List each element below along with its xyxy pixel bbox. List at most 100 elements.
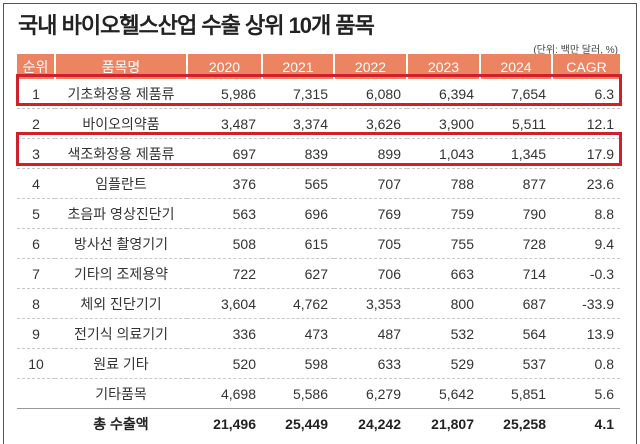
table-row: 1 기초화장용 제품류 5,986 7,315 6,080 6,394 7,654 6.3 [17,79,620,109]
cagr-cell: 13.9 [552,318,620,349]
item-name-cell: 기타의 조제용약 [55,258,187,289]
value-cell: 520 [187,348,262,379]
value-cell: 627 [262,258,334,289]
value-cell: 1,043 [407,138,480,169]
item-name-cell: 기타품목 [55,378,187,409]
value-cell: 706 [334,258,407,289]
item-name-cell: 초음파 영상진단기 [55,198,187,229]
value-cell: 564 [480,318,552,349]
rank-cell: 7 [17,258,55,289]
value-cell: 696 [262,198,334,229]
rank-cell: 9 [17,318,55,349]
value-cell: 3,487 [187,108,262,139]
cagr-cell: 4.1 [552,408,620,438]
value-cell: 877 [480,168,552,199]
item-name-cell: 임플란트 [55,168,187,199]
rank-cell [17,408,55,438]
value-cell: 4,762 [262,288,334,319]
value-cell: 755 [407,228,480,259]
value-cell: 5,586 [262,378,334,409]
rank-cell: 5 [17,198,55,229]
value-cell: 24,242 [334,408,407,438]
item-name-cell: 전기식 의료기기 [55,318,187,349]
value-cell: 25,449 [262,408,334,438]
value-cell: 3,626 [334,108,407,139]
rank-cell: 1 [17,79,55,109]
value-cell: 5,851 [480,378,552,409]
header-row: 순위 품목명 2020 2021 2022 2023 2024 CAGR [17,54,620,79]
value-cell: 376 [187,168,262,199]
value-cell: 697 [187,138,262,169]
rank-cell: 10 [17,348,55,379]
table-row: 기타품목 4,698 5,586 6,279 5,642 5,851 5.6 [17,378,620,409]
value-cell: 769 [334,198,407,229]
cagr-cell: 0.8 [552,348,620,379]
cagr-cell: 17.9 [552,138,620,169]
table-row: 7 기타의 조제용약 722 627 706 663 714 -0.3 [17,258,620,289]
value-cell: 714 [480,258,552,289]
column-header: 2022 [333,54,407,79]
value-cell: 508 [187,228,262,259]
value-cell: 800 [407,288,480,319]
cagr-cell: 5.6 [552,378,620,409]
column-header: 2023 [406,54,480,79]
item-name-cell: 기초화장용 제품류 [55,79,187,109]
value-cell: 5,642 [407,378,480,409]
value-cell: 529 [407,348,480,379]
column-header: 2020 [186,54,262,79]
cagr-cell: 23.6 [552,168,620,199]
value-cell: 3,374 [262,108,334,139]
value-cell: 5,511 [480,108,552,139]
column-header: CAGR [551,54,620,79]
value-cell: 4,698 [187,378,262,409]
table-row: 9 전기식 의료기기 336 473 487 532 564 13.9 [17,318,620,349]
table-row: 8 체외 진단기기 3,604 4,762 3,353 800 687 -33.9 [17,288,620,319]
item-name-cell: 원료 기타 [55,348,187,379]
value-cell: 487 [334,318,407,349]
column-header: 2024 [479,54,552,79]
table-row: 3 색조화장용 제품류 697 839 899 1,043 1,345 17.9 [17,138,620,169]
value-cell: 1,345 [480,138,552,169]
rank-cell: 3 [17,138,55,169]
value-cell: 759 [407,198,480,229]
table-row: 4 임플란트 376 565 707 788 877 23.6 [17,168,620,199]
value-cell: 25,258 [480,408,552,438]
table-row: 10 원료 기타 520 598 633 529 537 0.8 [17,348,620,379]
value-cell: 532 [407,318,480,349]
value-cell: 5,986 [187,79,262,109]
rank-cell [17,378,55,409]
column-header: 2021 [261,54,334,79]
value-cell: 6,394 [407,79,480,109]
value-cell: 3,353 [334,288,407,319]
item-name-cell: 방사선 촬영기기 [55,228,187,259]
value-cell: 728 [480,228,552,259]
cagr-cell: 6.3 [552,79,620,109]
cagr-cell: 12.1 [552,108,620,139]
table-row: 2 바이오의약품 3,487 3,374 3,626 3,900 5,511 12.1 [17,108,620,139]
table-row: 6 방사선 촬영기기 508 615 705 755 728 9.4 [17,228,620,259]
unit-note: (단위: 백만 달러, %) [533,45,618,56]
item-name-cell: 체외 진단기기 [55,288,187,319]
value-cell: 722 [187,258,262,289]
value-cell: 707 [334,168,407,199]
value-cell: 563 [187,198,262,229]
value-cell: 537 [480,348,552,379]
value-cell: 615 [262,228,334,259]
value-cell: 633 [334,348,407,379]
item-name-cell: 총 수출액 [55,408,187,438]
rank-cell: 6 [17,228,55,259]
value-cell: 21,496 [187,408,262,438]
total-row: 총 수출액 21,496 25,449 24,242 21,807 25,258 4.1 [17,408,620,438]
cagr-cell: 9.4 [552,228,620,259]
value-cell: 687 [480,288,552,319]
value-cell: 790 [480,198,552,229]
item-name-cell: 바이오의약품 [55,108,187,139]
cagr-cell: -0.3 [552,258,620,289]
rank-cell: 8 [17,288,55,319]
value-cell: 21,807 [407,408,480,438]
value-cell: 598 [262,348,334,379]
value-cell: 3,604 [187,288,262,319]
value-cell: 705 [334,228,407,259]
value-cell: 565 [262,168,334,199]
rank-cell: 2 [17,108,55,139]
